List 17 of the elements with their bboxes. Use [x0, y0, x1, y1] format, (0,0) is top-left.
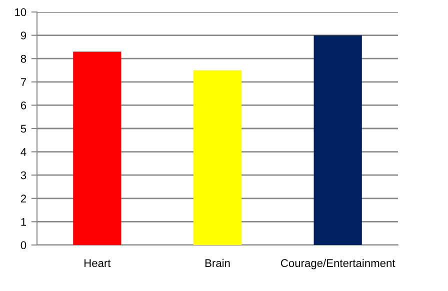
bar [314, 35, 362, 245]
y-tick-label: 8 [20, 54, 26, 63]
y-tick-label: 5 [20, 124, 26, 133]
y-tick-label: 1 [21, 218, 26, 226]
y-tick-label: 3 [20, 171, 26, 180]
x-tick-label: Brain [205, 258, 230, 268]
y-tick-label: 6 [20, 101, 26, 110]
bar [73, 52, 122, 245]
y-tick-label: 7 [20, 78, 26, 86]
x-tick-label: Courage/Entertainment [280, 258, 396, 270]
y-tick-label: 9 [20, 32, 26, 40]
y-tick-label: 10 [15, 8, 26, 16]
x-tick-label: Heart [84, 259, 111, 268]
y-tick-label: 0 [20, 241, 26, 250]
y-tick-label: 4 [20, 148, 26, 156]
y-tick-label: 2 [20, 194, 26, 202]
bar [193, 70, 242, 245]
